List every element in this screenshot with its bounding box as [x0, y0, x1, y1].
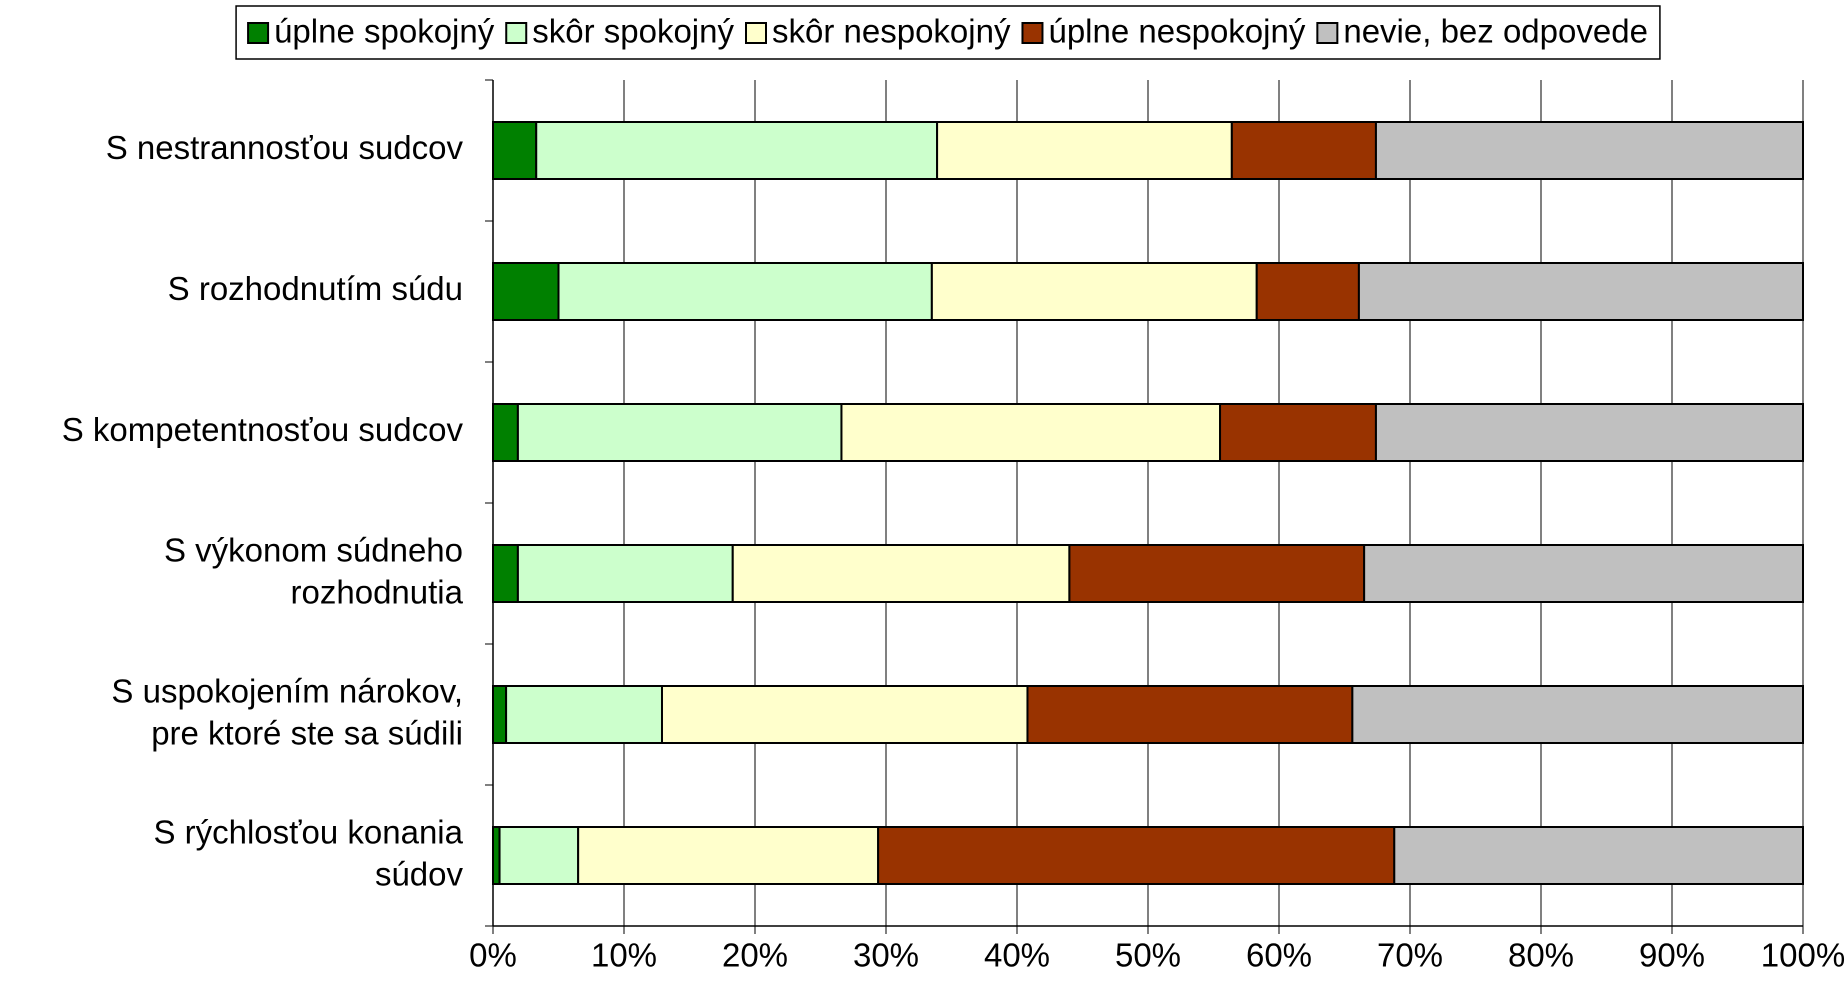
legend-label: skôr spokojný: [532, 13, 734, 50]
legend-label: nevie, bez odpovede: [1343, 13, 1648, 50]
bar-segment: [498, 826, 580, 885]
y-tick-label: S kompetentnosťou sudcov: [62, 411, 464, 448]
x-tick-label: 10%: [591, 937, 657, 974]
legend-label: úplne nespokojný: [1048, 13, 1305, 50]
bar-segment: [731, 544, 1071, 603]
legend-swatch: [505, 22, 528, 44]
bar-segment: [577, 826, 880, 885]
x-tick-label: 60%: [1246, 937, 1312, 974]
bar-segment: [516, 403, 843, 462]
y-tick-label: S uspokojením nárokov, pre ktoré ste sa s…: [111, 672, 463, 751]
legend-swatch: [745, 22, 767, 44]
legend-label: skôr nespokojný: [772, 13, 1011, 50]
y-tick-label: S výkonom súdneho rozhodnutia: [164, 531, 464, 610]
bar-segment: [660, 685, 1029, 744]
x-tick-label: 50%: [1115, 937, 1181, 974]
bar-segment: [1230, 121, 1377, 180]
legend-swatch: [247, 22, 270, 44]
legend-label: úplne spokojný: [274, 13, 495, 50]
x-tick-label: 40%: [984, 937, 1050, 974]
x-tick-label: 90%: [1639, 937, 1705, 974]
bar-segment: [535, 121, 939, 180]
bar-segment: [492, 685, 508, 744]
bar-segment: [1068, 544, 1366, 603]
bar-segment: [1374, 403, 1804, 462]
x-tick-label: 0%: [469, 937, 517, 974]
bar-segment: [557, 262, 933, 321]
bar-segment: [492, 262, 560, 321]
bar-segment: [1357, 262, 1805, 321]
bar-segment: [1026, 685, 1354, 744]
bar-segment: [492, 544, 519, 603]
bar-segment: [516, 544, 734, 603]
x-tick-label: 80%: [1508, 937, 1574, 974]
x-tick-label: 20%: [722, 937, 788, 974]
bar-segment: [1351, 685, 1804, 744]
bar-segment: [505, 685, 663, 744]
x-tick-label: 30%: [853, 937, 919, 974]
bar-segment: [492, 403, 519, 462]
bar-segment: [1255, 262, 1360, 321]
y-tick-label: S rýchlosťou konania súdov: [153, 813, 463, 892]
bar-segment: [936, 121, 1233, 180]
bar-segment: [1393, 826, 1805, 885]
y-tick-label: S nestrannosťou sudcov: [106, 129, 464, 166]
bar-segment: [492, 121, 538, 180]
bar-segment: [930, 262, 1258, 321]
legend-box: [235, 5, 1661, 60]
bar-segment: [840, 403, 1222, 462]
legend-swatch: [1316, 22, 1339, 44]
legend: úplne spokojný skôr spokojný skôr nespokoj…: [235, 5, 1661, 60]
bar-segment: [1363, 544, 1805, 603]
bar-segment: [1374, 121, 1804, 180]
x-tick-label: 70%: [1377, 937, 1443, 974]
x-tick-label: 100%: [1761, 937, 1845, 974]
y-tick-label: S rozhodnutím súdu: [168, 270, 463, 307]
bar-segment: [1219, 403, 1377, 462]
bar-segment: [877, 826, 1396, 885]
legend-swatch: [1021, 22, 1044, 44]
